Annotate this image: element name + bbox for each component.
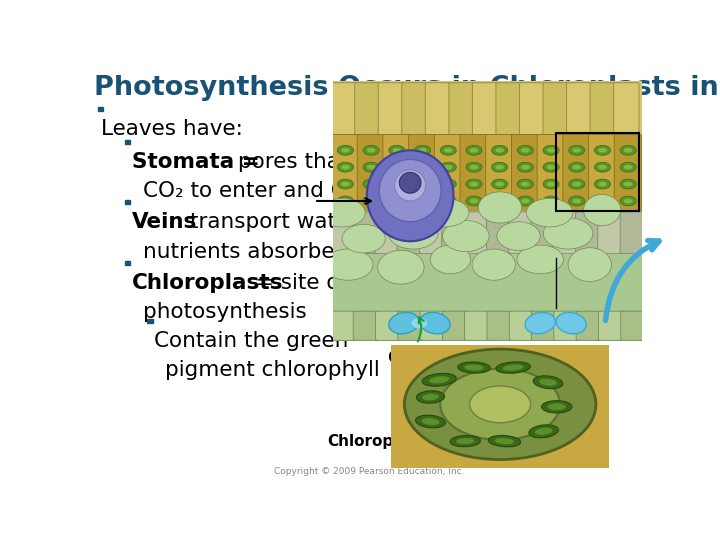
Bar <box>125 200 130 204</box>
Bar <box>98 107 103 111</box>
Text: pigment chlorophyll: pigment chlorophyll <box>166 360 380 380</box>
Text: Photosynthesis Occurs in Chloroplasts in Plant Cells: Photosynthesis Occurs in Chloroplasts in… <box>94 75 720 101</box>
Text: transport water &: transport water & <box>182 212 382 232</box>
Text: CO₂ to enter and O₂ to exit: CO₂ to enter and O₂ to exit <box>143 181 431 201</box>
Text: Chloroplasts: Chloroplasts <box>132 273 284 293</box>
Bar <box>125 261 130 265</box>
Text: Leaves have:: Leaves have: <box>101 119 243 139</box>
Text: photosynthesis: photosynthesis <box>143 302 307 322</box>
Text: Copyright © 2009 Pearson Education, Inc.: Copyright © 2009 Pearson Education, Inc. <box>274 467 464 476</box>
Text: Veins: Veins <box>132 212 197 232</box>
Text: nutrients absorbed by roots: nutrients absorbed by roots <box>143 241 443 261</box>
Text: Stomata =: Stomata = <box>132 152 260 172</box>
Text: Stoma: Stoma <box>481 349 541 367</box>
Bar <box>148 319 153 323</box>
Text: Contain the green: Contain the green <box>154 331 348 351</box>
Text: = site of: = site of <box>249 273 347 293</box>
Bar <box>125 140 130 144</box>
Text: CO₂: CO₂ <box>387 349 421 367</box>
Text: Chloroplasts: Chloroplasts <box>328 434 435 449</box>
Text: pores that allow: pores that allow <box>231 152 410 172</box>
Text: O₂: O₂ <box>429 349 451 367</box>
